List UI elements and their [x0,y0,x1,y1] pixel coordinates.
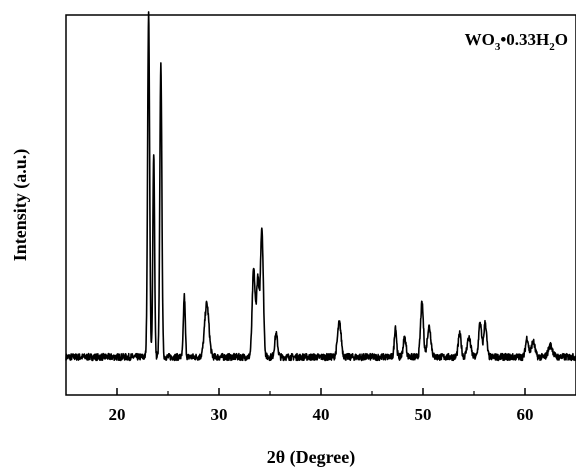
x-tick-label: 20 [109,405,126,424]
data-layer [65,11,576,362]
x-tick-label: 30 [211,405,228,424]
legend-label: WO3•0.33H2O [465,30,568,53]
xrd-pattern-line [65,11,576,362]
x-tick-label: 60 [517,405,534,424]
x-axis-title: 2θ (Degree) [267,447,356,468]
plot-frame [65,14,576,396]
x-tick-label: 40 [313,405,330,424]
y-axis-title: Intensity (a.u.) [10,149,31,262]
x-tick-label: 50 [415,405,432,424]
x-axis-ticks: 20 30 40 50 60 [109,388,534,424]
